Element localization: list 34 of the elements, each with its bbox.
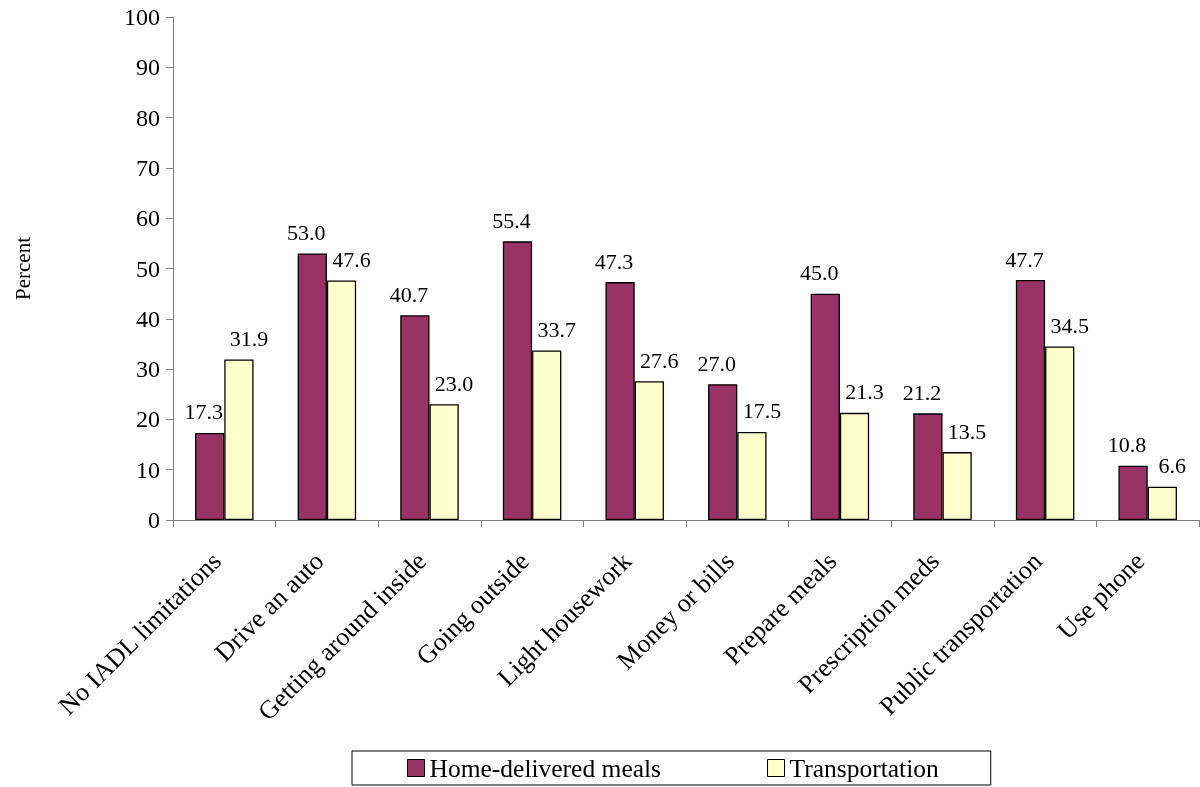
data-label: 21.2 (902, 379, 942, 405)
legend-label: Home-delivered meals (429, 753, 662, 783)
y-tick-label: 90 (136, 54, 160, 81)
y-tick-label: 80 (136, 104, 160, 131)
data-label: 47.7 (1005, 246, 1044, 272)
data-label: 21.3 (845, 379, 884, 405)
data-label: 55.4 (492, 207, 531, 233)
data-label: 53.0 (287, 219, 326, 245)
data-label: 40.7 (389, 281, 429, 307)
data-label: 23.0 (434, 370, 474, 396)
data-label: 10.8 (1107, 432, 1147, 458)
y-tick-label: 50 (136, 255, 160, 282)
data-label: 34.5 (1050, 312, 1089, 338)
data-label: 47.6 (332, 247, 371, 273)
data-label: 27.0 (697, 350, 736, 376)
y-tick-label: 70 (136, 154, 160, 181)
y-tick-label: 30 (136, 356, 160, 383)
data-label: 17.5 (742, 398, 782, 424)
y-tick-label: 20 (136, 406, 160, 433)
data-label: 47.3 (594, 248, 634, 274)
data-label: 13.5 (947, 418, 987, 444)
y-tick-label: 10 (136, 456, 160, 483)
data-label: 31.9 (229, 326, 269, 352)
y-axis-title: Percent (10, 236, 35, 300)
legend-label: Transportation (789, 753, 940, 783)
y-tick-label: 100 (124, 4, 160, 30)
y-tick-label: 40 (136, 305, 160, 332)
data-label: 27.6 (640, 347, 679, 373)
data-label: 17.3 (184, 399, 223, 425)
data-label: 45.0 (800, 260, 839, 286)
data-label: 33.7 (537, 316, 576, 342)
y-tick-label: 60 (136, 205, 160, 232)
data-label: 6.6 (1158, 453, 1187, 479)
y-tick-label: 0 (148, 507, 160, 533)
